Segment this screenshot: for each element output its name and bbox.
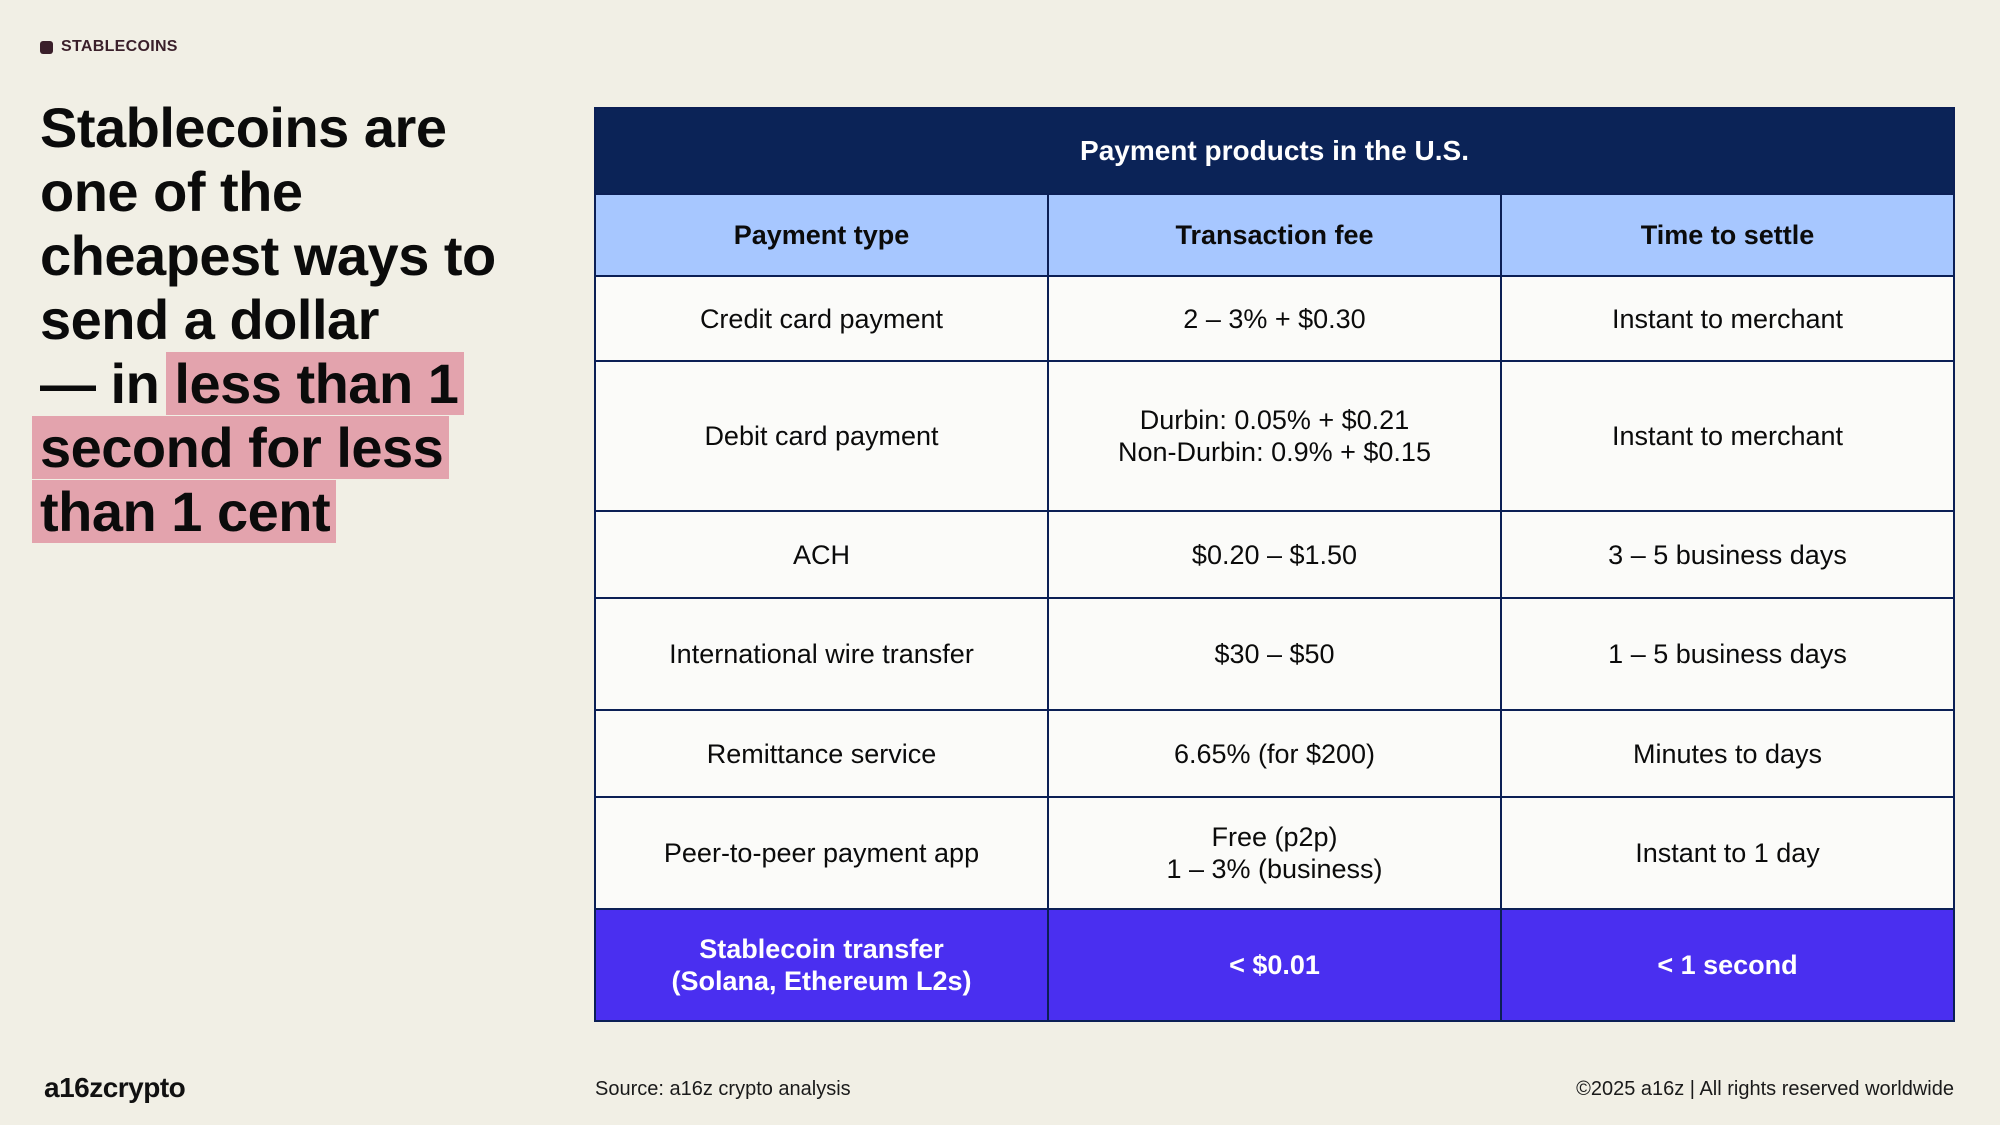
cell-text: Non-Durbin: 0.9% + $0.15 xyxy=(1118,437,1431,467)
cell-text: Durbin: 0.05% + $0.21 xyxy=(1139,405,1410,435)
column-header-transaction-fee: Transaction fee xyxy=(1047,193,1502,277)
headline-highlight: second for less xyxy=(32,416,450,479)
cell-transaction-fee: Durbin: 0.05% + $0.21 Non-Durbin: 0.9% +… xyxy=(1047,360,1502,512)
payment-products-table: Payment products in the U.S. Payment typ… xyxy=(594,107,1955,1022)
cell-text: 2 – 3% + $0.30 xyxy=(1183,303,1366,334)
source-note: Source: a16z crypto analysis xyxy=(595,1078,851,1100)
table-row: Remittance service 6.65% (for $200) Minu… xyxy=(594,709,1955,798)
headline-line: cheapest ways to xyxy=(40,224,496,287)
column-header-time-to-settle: Time to settle xyxy=(1500,193,1955,277)
highlight-row-stablecoin: Stablecoin transfer (Solana, Ethereum L2… xyxy=(594,908,1955,1022)
headline-line: Stablecoins are xyxy=(40,96,447,159)
cell-text: $30 – $50 xyxy=(1214,639,1335,669)
payment-table-container: Payment products in the U.S. Payment typ… xyxy=(594,107,1955,1022)
cell-payment-type: ACH xyxy=(594,510,1049,599)
cell-transaction-fee: 6.65% (for $200) xyxy=(1047,709,1502,798)
cell-payment-type: Peer-to-peer payment app xyxy=(594,796,1049,910)
column-header-payment-type: Payment type xyxy=(594,193,1049,277)
cell-transaction-fee: 2 – 3% + $0.30 xyxy=(1047,275,1502,362)
headline-highlight: than 1 cent xyxy=(32,480,337,543)
cell-time-to-settle: Instant to merchant xyxy=(1500,360,1955,512)
a16zcrypto-logo: a16zcrypto xyxy=(44,1072,186,1103)
cell-text: Credit card payment xyxy=(699,303,944,334)
cell-payment-type: Credit card payment xyxy=(594,275,1049,362)
table-header-row: Payment type Transaction fee Time to set… xyxy=(594,193,1955,277)
table-row: Credit card payment 2 – 3% + $0.30 Insta… xyxy=(594,275,1955,362)
cell-text: Instant to merchant xyxy=(1611,303,1844,334)
cell-text: 1 – 3% (business) xyxy=(1166,854,1383,884)
cell-time-to-settle: Instant to 1 day xyxy=(1500,796,1955,910)
cell-text: Minutes to days xyxy=(1632,738,1823,769)
cell-transaction-fee: $30 – $50 xyxy=(1047,597,1502,711)
cell-text: < $0.01 xyxy=(1229,950,1320,980)
cell-text: Instant to merchant xyxy=(1611,421,1844,451)
cell-transaction-fee: < $0.01 xyxy=(1047,908,1502,1022)
cell-text: ACH xyxy=(792,539,850,570)
cell-text: 6.65% (for $200) xyxy=(1173,738,1376,769)
table-title: Payment products in the U.S. xyxy=(594,107,1955,195)
cell-payment-type: Debit card payment xyxy=(594,360,1049,512)
cell-text: Stablecoin transfer xyxy=(699,934,944,964)
cell-payment-type: International wire transfer xyxy=(594,597,1049,711)
headline-plain-text: — in xyxy=(40,352,175,415)
headline-line: than 1 cent xyxy=(32,480,580,544)
headline-highlight: less than 1 xyxy=(166,352,465,415)
tag-square-icon xyxy=(40,40,53,54)
cell-text: Peer-to-peer payment app xyxy=(663,838,980,868)
headline-line: one of the xyxy=(40,160,303,223)
cell-payment-type: Remittance service xyxy=(594,709,1049,798)
cell-text: $0.20 – $1.50 xyxy=(1191,539,1358,570)
cell-text: Debit card payment xyxy=(704,421,939,451)
headline-line: — in less than 1 xyxy=(40,352,580,416)
table-row: Peer-to-peer payment app Free (p2p) 1 – … xyxy=(594,796,1955,910)
cell-time-to-settle: Minutes to days xyxy=(1500,709,1955,798)
cell-transaction-fee: Free (p2p) 1 – 3% (business) xyxy=(1047,796,1502,910)
cell-text: Free (p2p) xyxy=(1211,822,1338,852)
cell-text: 3 – 5 business days xyxy=(1608,539,1847,570)
tag-label: STABLECOINS xyxy=(61,38,178,55)
cell-text: Remittance service xyxy=(706,738,937,769)
table-row: International wire transfer $30 – $50 1 … xyxy=(594,597,1955,711)
cell-text: Instant to 1 day xyxy=(1635,838,1820,868)
cell-payment-type: Stablecoin transfer (Solana, Ethereum L2… xyxy=(594,908,1049,1022)
headline-line: send a dollar xyxy=(40,288,379,351)
table-row: ACH $0.20 – $1.50 3 – 5 business days xyxy=(594,510,1955,599)
copyright-note: ©2025 a16z | All rights reserved worldwi… xyxy=(1576,1078,1954,1100)
cell-text: 1 – 5 business days xyxy=(1608,639,1847,669)
cell-text: < 1 second xyxy=(1657,950,1798,980)
section-tag: STABLECOINS xyxy=(40,38,178,56)
cell-time-to-settle: 3 – 5 business days xyxy=(1500,510,1955,599)
headline: Stablecoins are one of the cheapest ways… xyxy=(32,96,580,544)
cell-transaction-fee: $0.20 – $1.50 xyxy=(1047,510,1502,599)
headline-line: second for less xyxy=(32,416,580,480)
cell-time-to-settle: < 1 second xyxy=(1500,908,1955,1022)
table-row: Debit card payment Durbin: 0.05% + $0.21… xyxy=(594,360,1955,512)
cell-time-to-settle: 1 – 5 business days xyxy=(1500,597,1955,711)
cell-text: (Solana, Ethereum L2s) xyxy=(671,966,972,996)
cell-time-to-settle: Instant to merchant xyxy=(1500,275,1955,362)
cell-text: International wire transfer xyxy=(669,639,974,669)
